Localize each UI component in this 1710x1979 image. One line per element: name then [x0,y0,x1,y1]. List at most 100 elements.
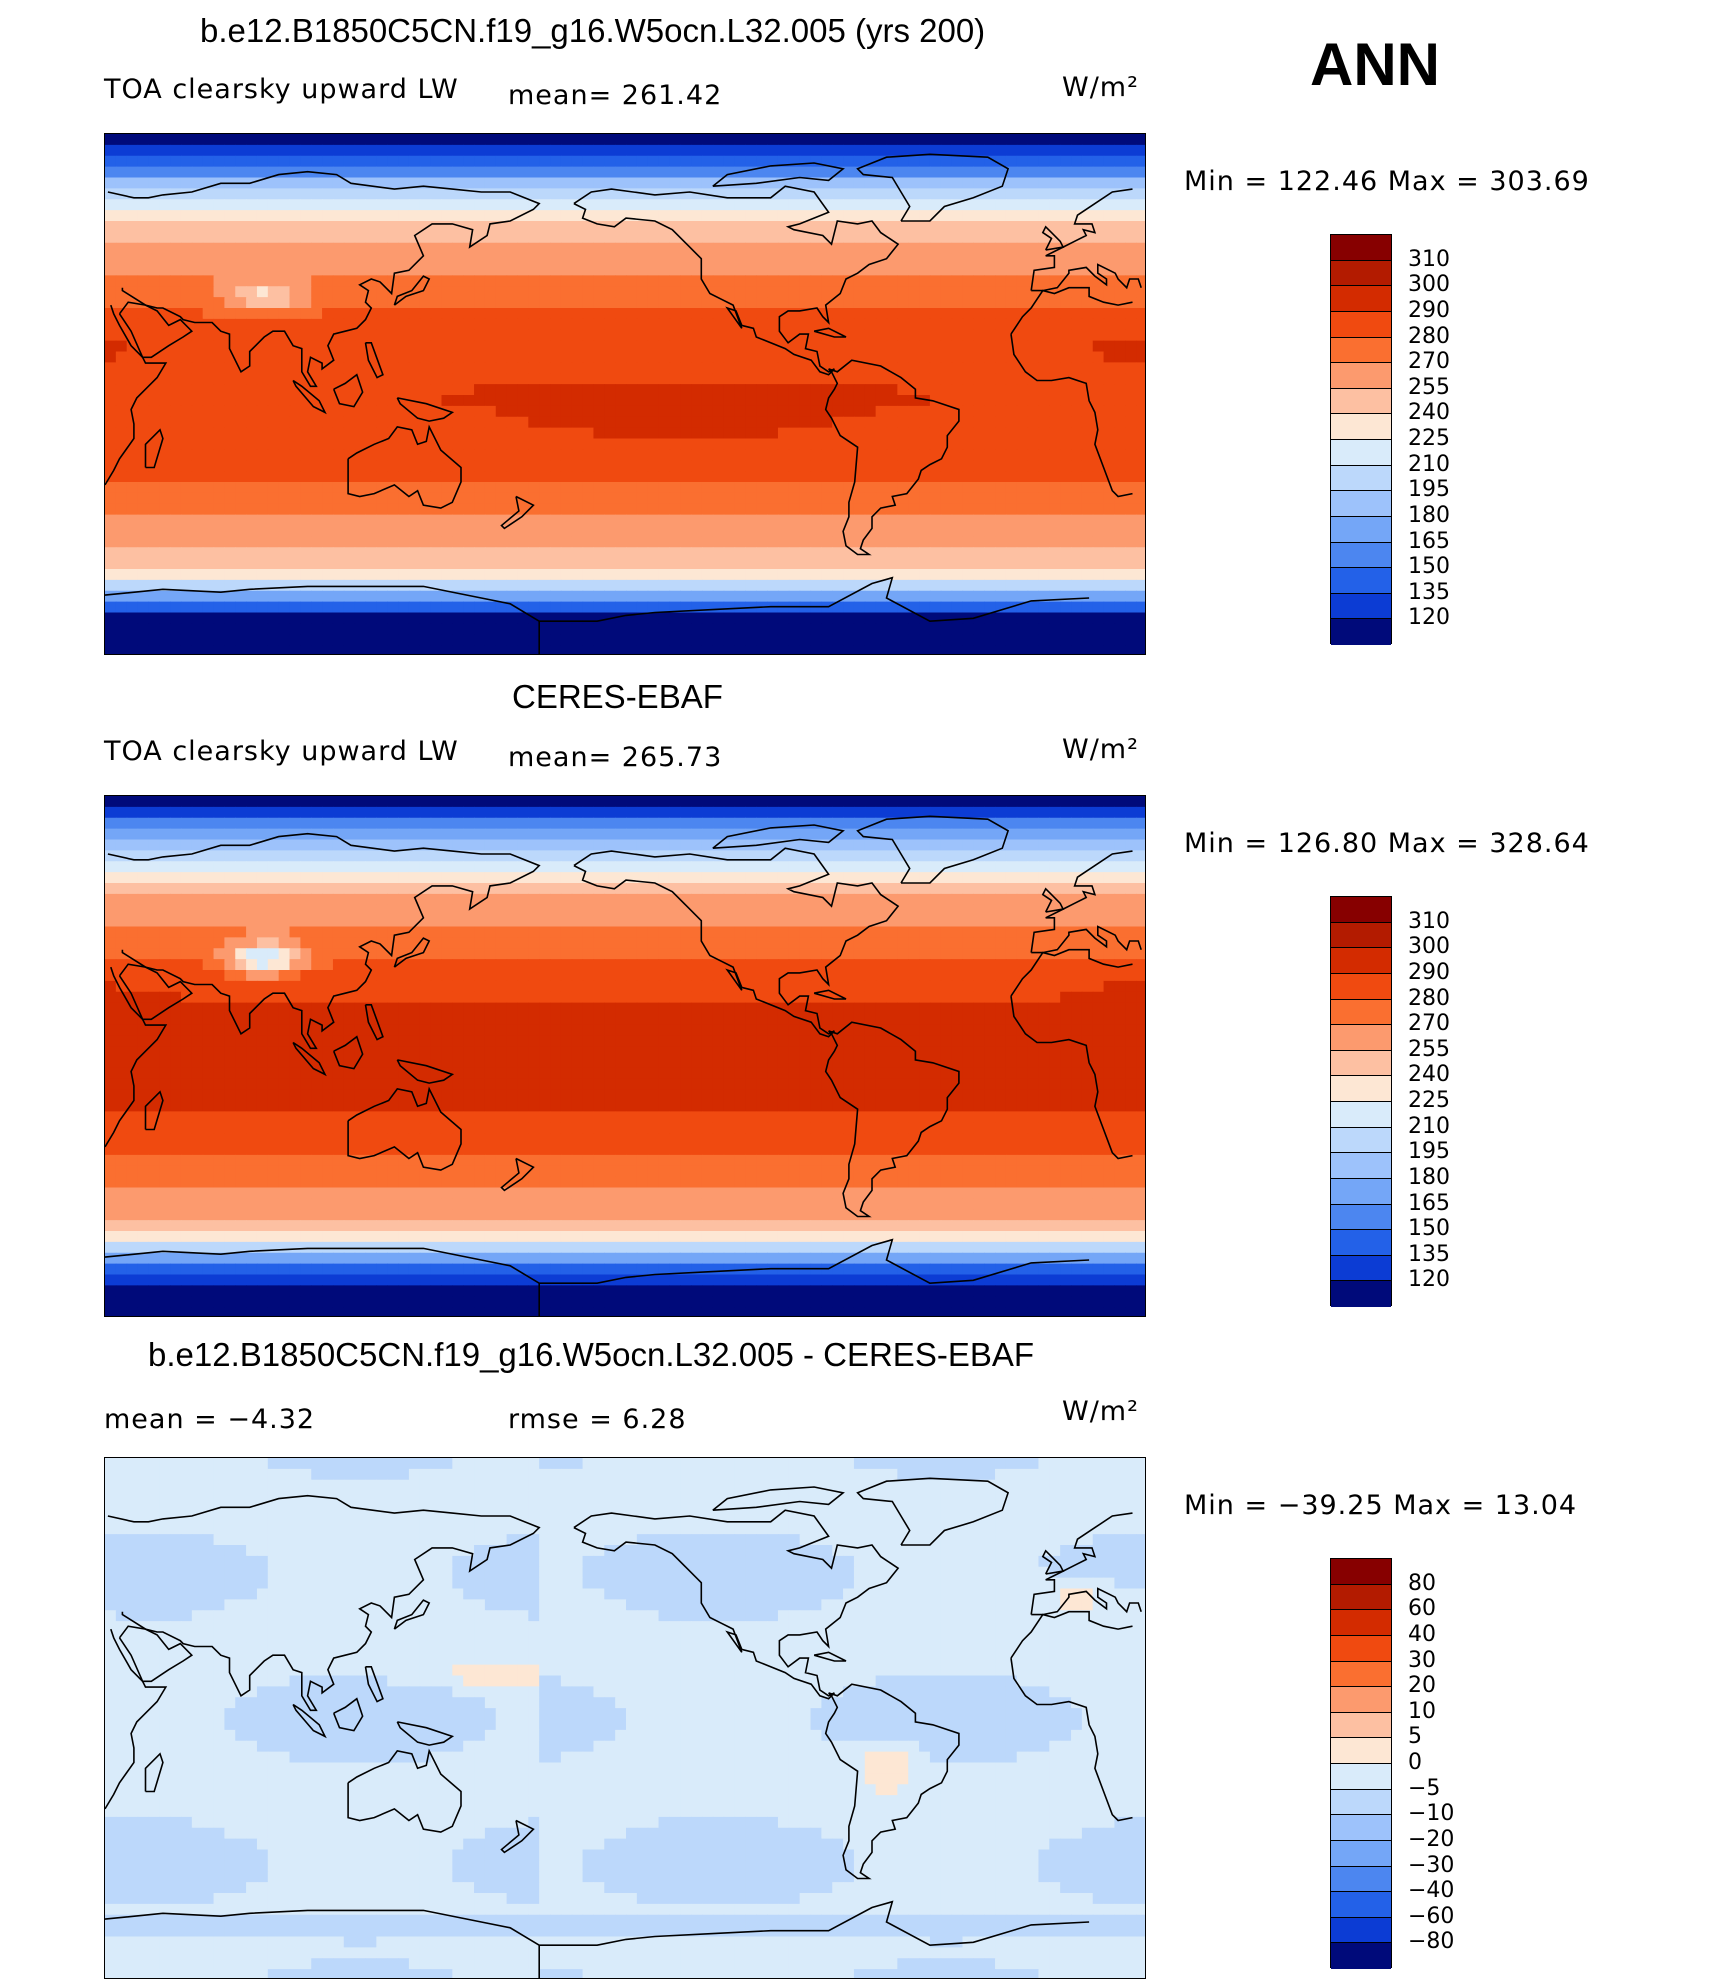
colorbar-label: 255 [1408,374,1450,400]
panel-3-units: W/m² [1062,1396,1139,1427]
panel-2-units: W/m² [1062,734,1139,765]
coastline-newguinea [396,397,455,422]
season-label: ANN [1310,31,1440,98]
panel-3-rmse: rmse = 6.28 [508,1404,687,1435]
colorbar-label: 80 [1408,1570,1436,1596]
colorbar-swatch [1331,1917,1391,1944]
colorbar-swatch [1331,1204,1391,1231]
coastline-nz [500,495,535,530]
coastline-australia [347,1748,462,1833]
coastline-newguinea [396,1059,455,1084]
colorbar-swatch [1331,593,1391,620]
colorbar-label: 180 [1408,1164,1450,1190]
coastline-cuba [813,1651,847,1662]
colorbar-label: 165 [1408,528,1450,554]
coastline-southamerica [824,1021,960,1218]
colorbar-label: −30 [1408,1852,1455,1878]
coastline-philippines [364,1666,384,1703]
colorbar-swatch [1331,999,1391,1026]
colorbar-label: 0 [1408,1750,1422,1775]
colorbar-swatch [1331,286,1391,312]
field-cells [105,134,1145,654]
colorbar-swatch [1331,465,1391,492]
coastline-borneo [332,1035,364,1070]
coastline-africa [105,948,1133,1160]
colorbar-swatch [1331,311,1391,338]
colorbar-label: 240 [1408,400,1450,426]
coastline-northamerica [573,185,900,376]
colorbar-swatch [1331,1892,1391,1918]
colorbar-label: −60 [1408,1903,1455,1929]
colorbar-label: 225 [1408,426,1450,451]
colorbar-swatch [1331,1687,1391,1713]
colorbar-swatch [1331,973,1391,1000]
coastline-greenland [856,153,1010,222]
colorbar-swatch [1331,1025,1391,1051]
coastline-arcticIslands [712,824,845,849]
colorbar-swatch [1331,491,1391,517]
colorbar-swatch [1331,1230,1391,1256]
field-cells [105,796,1145,1316]
colorbar-1 [1330,234,1392,645]
colorbar-swatch [1331,1584,1391,1611]
colorbar-swatch [1331,1102,1391,1128]
coastline-britain [1041,1549,1065,1575]
coastline-greenland [856,815,1010,884]
coastlines [105,1477,1142,1978]
coastline-africa [105,286,1133,498]
colorbar-label: 300 [1408,934,1450,960]
colorbar-2 [1330,896,1392,1307]
colorbar-label: 240 [1408,1062,1450,1088]
colorbar-swatch [1331,1050,1391,1077]
colorbar-swatch [1331,363,1391,389]
coastline-japan [393,937,431,968]
colorbar-label: 210 [1408,1113,1450,1139]
colorbar-label: 210 [1408,451,1450,477]
colorbar-swatch [1331,260,1391,287]
coastline-northamerica [573,847,900,1038]
colorbar-label: 300 [1408,272,1450,298]
coastline-philippines [364,342,384,379]
panel-2-title: CERES-EBAF [512,678,723,715]
colorbar-label: 195 [1408,477,1450,503]
colorbar-label: 290 [1408,959,1450,985]
colorbar-label: −5 [1408,1775,1441,1801]
colorbar-swatch [1331,1281,1391,1307]
colorbar-swatch [1331,1943,1391,1969]
coastline-britain [1041,887,1065,913]
coastline-britain [1041,225,1065,251]
panel-2-variable: TOA clearsky upward LW [104,736,459,767]
panel-1-min-max: Min = 122.46 Max = 303.69 [1184,166,1590,197]
colorbar-swatch [1331,1153,1391,1179]
colorbar-swatch [1331,1178,1391,1205]
colorbar-label: 20 [1408,1673,1436,1699]
panel-1-mean: mean= 261.42 [508,80,723,111]
colorbar-label: 270 [1408,349,1450,375]
colorbar-label: 270 [1408,1011,1450,1037]
colorbar-swatch [1331,337,1391,364]
colorbar-swatch [1331,388,1391,415]
colorbar-label: 280 [1408,985,1450,1011]
colorbar-label: 10 [1408,1698,1436,1724]
colorbar-label: 120 [1408,605,1450,631]
colorbar-label: 150 [1408,1216,1450,1242]
colorbar-3 [1330,1558,1392,1969]
colorbar-swatch [1331,516,1391,543]
coastline-borneo [332,1697,364,1732]
coastline-newguinea [396,1721,455,1746]
colorbar-label: 255 [1408,1036,1450,1062]
colorbar-swatch [1331,1661,1391,1688]
colorbar-swatch [1331,619,1391,645]
colorbar-label: 225 [1408,1088,1450,1113]
coastline-cuba [813,989,847,1000]
panel-1-units: W/m² [1062,72,1139,103]
colorbar-label: 280 [1408,323,1450,349]
coastline-australia [347,1086,462,1171]
colorbar-swatch [1331,568,1391,594]
colorbar-label: 180 [1408,502,1450,528]
coastline-nz [500,1819,535,1854]
colorbar-swatch [1331,1255,1391,1282]
coastline-antarctica [105,1900,1090,1978]
colorbar-swatch [1331,1815,1391,1841]
colorbar-label: 5 [1408,1724,1422,1750]
